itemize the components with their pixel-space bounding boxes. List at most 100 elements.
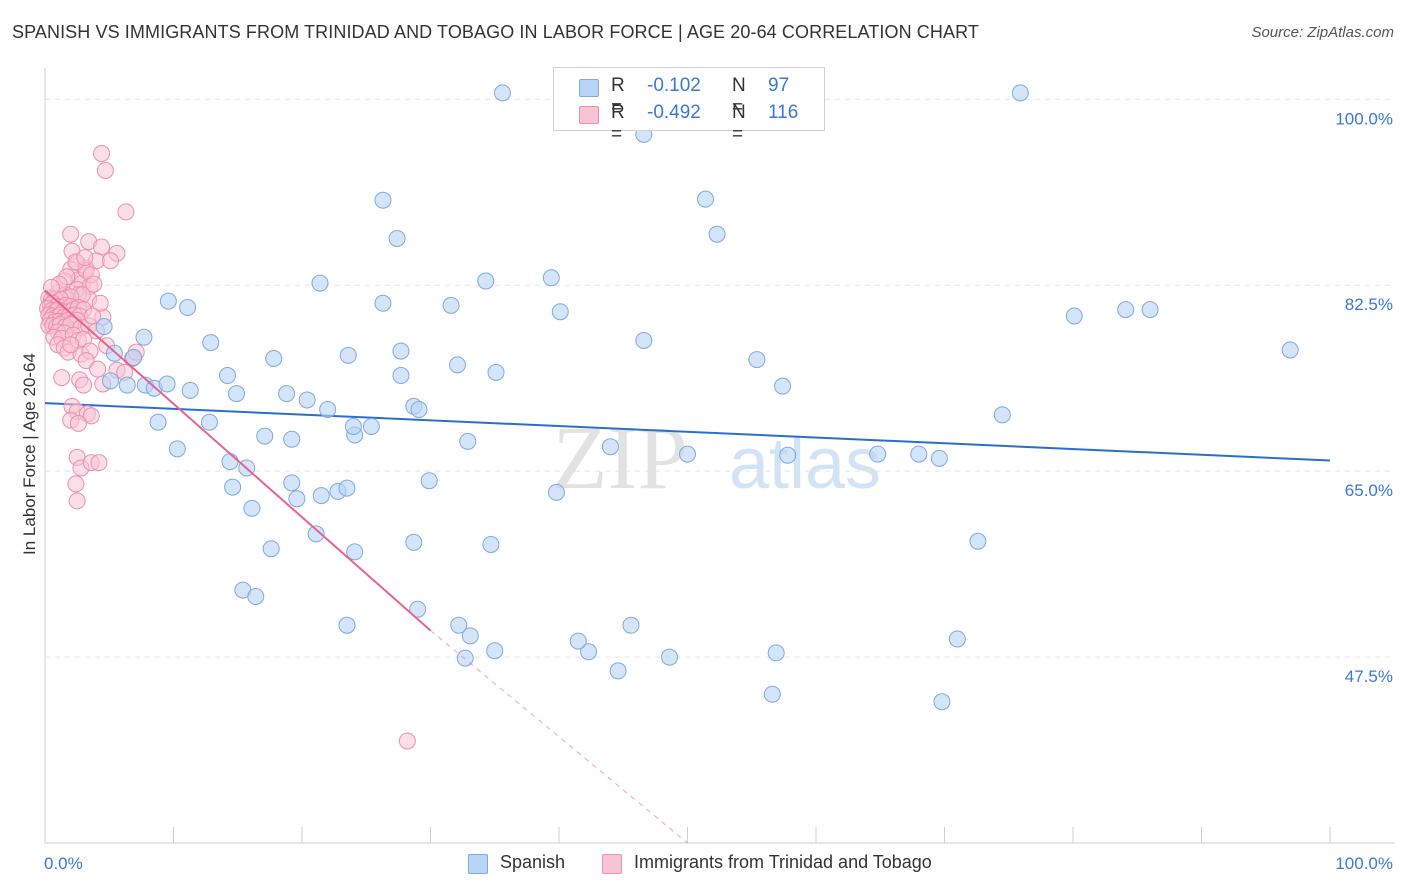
point-spanish [459,432,477,450]
point-spanish [227,385,245,403]
point-spanish [388,229,406,247]
point-spanish [420,472,438,490]
point-spanish [679,445,696,463]
point-spanish [763,685,781,703]
legend-r-label: R = [611,102,625,145]
point-trinidad [67,475,85,493]
point-trinidad [89,360,107,378]
point-spanish [993,406,1011,424]
point-trinidad [69,414,87,432]
point-spanish [580,643,598,661]
point-trinidad [96,161,114,179]
x-tick-label-max: 100.0% [1335,854,1393,873]
point-spanish [477,272,495,290]
trend-line-trinidad-extrapolated [430,630,688,844]
axes [44,68,1395,844]
stats-legend: R = -0.102 N = 97 R = -0.492 N = 116 [553,67,825,145]
point-spanish [362,418,380,435]
series-legend-swatch-trinidad [602,854,622,874]
y-tick-label: 82.5% [1345,295,1393,314]
point-trinidad [93,144,111,162]
legend-r-value-trinidad: -0.492 [647,102,701,123]
point-spanish [948,630,966,648]
point-spanish [288,490,306,508]
point-trinidad [62,336,80,354]
point-spanish [661,648,679,666]
legend-swatch-trinidad [579,106,599,124]
point-spanish [218,367,236,384]
point-trinidad [84,307,102,325]
point-spanish [487,363,505,381]
point-spanish [410,401,428,418]
point-spanish [224,478,242,496]
point-spanish [247,588,265,605]
point-spanish [346,543,364,561]
point-spanish [1065,307,1083,325]
point-trinidad [102,252,120,270]
point-spanish [95,318,113,336]
point-spanish [118,376,136,394]
point-spanish [262,540,280,558]
point-spanish [748,351,766,369]
point-spanish [409,600,427,618]
x-tick-label-min: 0.0% [44,854,83,873]
point-spanish [1141,301,1159,319]
point-spanish [125,348,143,366]
point-spanish [283,430,301,448]
point-spanish [278,385,296,403]
point-spanish [930,449,948,467]
point-spanish [708,225,726,243]
trend-line-spanish [44,402,1331,462]
point-spanish [569,632,587,650]
point-spanish [461,627,479,645]
point-spanish [168,440,186,458]
legend-r-label: R = [611,75,625,118]
point-trinidad [91,294,109,312]
y-axis-label: In Labor Force | Age 20-64 [20,353,39,555]
point-spanish [149,413,167,431]
point-spanish [456,649,474,667]
legend-r-value-spanish: -0.102 [647,75,701,96]
point-spanish [135,328,153,346]
point-spanish [969,532,987,550]
point-spanish [265,350,283,367]
points-spanish [95,84,1299,711]
point-trinidad [75,376,93,394]
legend-n-value-spanish: 97 [768,75,790,96]
point-trinidad [85,275,103,293]
point-spanish [933,693,951,711]
series-legend-label-trinidad: Immigrants from Trinidad and Tobago [634,852,932,872]
point-trinidad [53,369,71,387]
point-spanish [696,190,714,208]
series-legend-swatch-spanish [468,854,488,874]
point-spanish [486,642,504,660]
tick-labels: 47.5% 65.0% 82.5% 100.0% 0.0% 100.0% [44,109,1393,873]
point-spanish [551,303,569,321]
chart-title: SPANISH VS IMMIGRANTS FROM TRINIDAD AND … [12,22,979,42]
point-spanish [869,445,887,463]
point-spanish [1117,301,1135,319]
point-spanish [448,356,466,374]
points-trinidad [39,144,416,750]
y-tick-label: 100.0% [1335,109,1393,128]
point-spanish [339,346,357,364]
point-spanish [1011,84,1029,102]
source-label: Source: ZipAtlas.com [1251,24,1394,41]
point-spanish [338,616,356,634]
point-spanish [307,525,325,543]
point-spanish [622,616,640,634]
point-spanish [179,299,197,316]
point-spanish [256,427,274,445]
trend-line-trinidad [44,289,432,632]
y-tick-label: 65.0% [1345,481,1393,500]
point-trinidad [398,732,416,750]
trend-group-spanish [44,402,1331,462]
watermark-atlas: atlas [729,424,881,504]
point-spanish [159,292,177,310]
point-trinidad [76,249,94,267]
grid-lines [45,98,1395,658]
point-spanish [158,375,176,393]
point-spanish [338,479,356,497]
point-spanish [283,474,301,492]
point-spanish [450,616,468,634]
